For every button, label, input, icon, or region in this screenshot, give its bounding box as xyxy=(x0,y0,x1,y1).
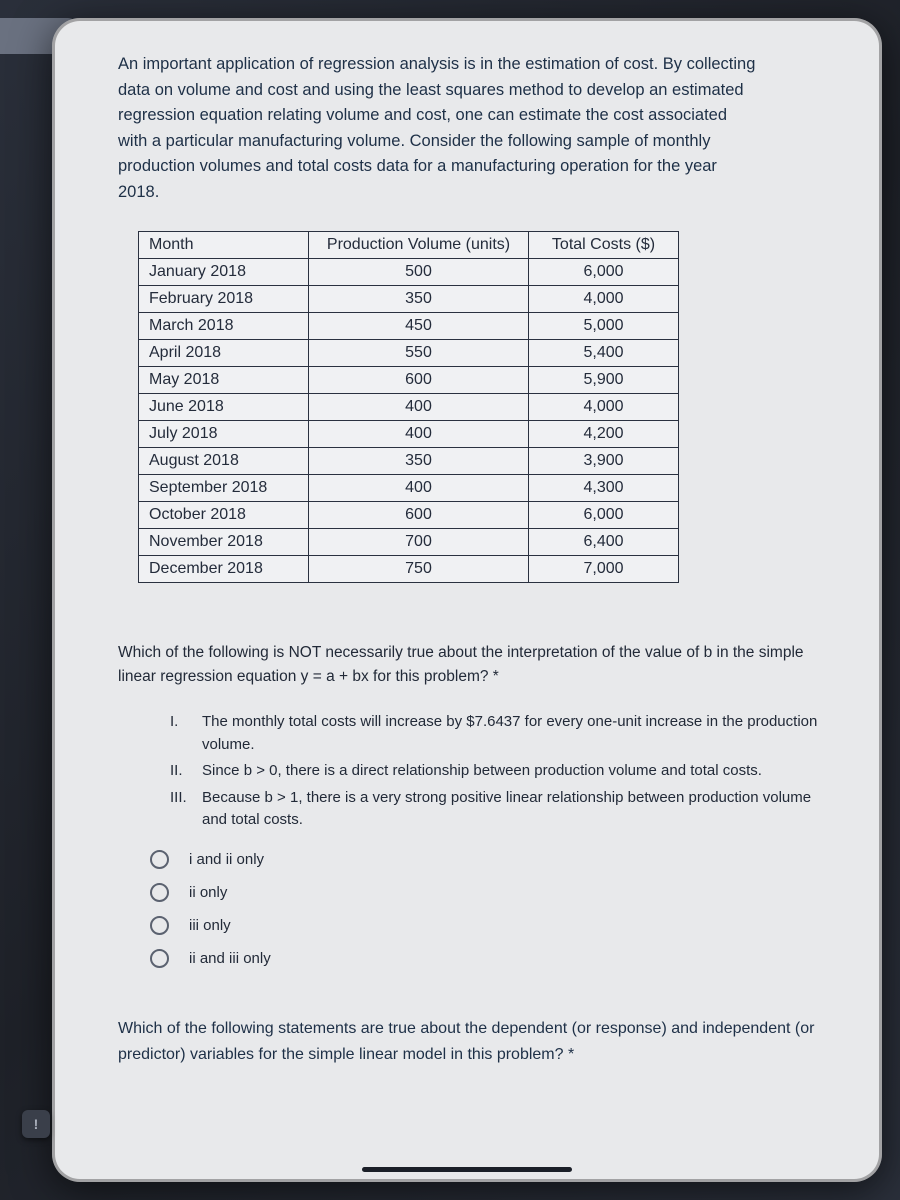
cell-production: 750 xyxy=(309,556,529,583)
cell-production: 400 xyxy=(309,421,529,448)
table-row: December 20187507,000 xyxy=(139,556,679,583)
cell-production: 550 xyxy=(309,340,529,367)
table-row: October 20186006,000 xyxy=(139,502,679,529)
cell-cost: 5,000 xyxy=(529,313,679,340)
table-row: April 20185505,400 xyxy=(139,340,679,367)
statement-text: The monthly total costs will increase by… xyxy=(202,711,818,756)
radio-icon[interactable] xyxy=(150,850,169,869)
cell-production: 400 xyxy=(309,394,529,421)
cell-cost: 5,400 xyxy=(529,340,679,367)
radio-icon[interactable] xyxy=(150,949,169,968)
statement-text: Since b > 0, there is a direct relations… xyxy=(202,760,762,783)
col-header-cost: Total Costs ($) xyxy=(529,232,679,259)
table-row: July 20184004,200 xyxy=(139,421,679,448)
statements-list: I.The monthly total costs will increase … xyxy=(118,711,818,832)
statement-item: I.The monthly total costs will increase … xyxy=(170,711,818,756)
cell-cost: 6,000 xyxy=(529,259,679,286)
cell-production: 450 xyxy=(309,313,529,340)
statement-number: III. xyxy=(170,787,202,832)
table-row: January 20185006,000 xyxy=(139,259,679,286)
cell-cost: 6,000 xyxy=(529,502,679,529)
document-page: An important application of regression a… xyxy=(52,18,882,1182)
cell-month: April 2018 xyxy=(139,340,309,367)
table-row: February 20183504,000 xyxy=(139,286,679,313)
option-label: ii and iii only xyxy=(189,950,271,967)
option-item[interactable]: ii only xyxy=(150,883,838,902)
option-label: i and ii only xyxy=(189,851,264,868)
table-row: September 20184004,300 xyxy=(139,475,679,502)
cell-month: November 2018 xyxy=(139,529,309,556)
question-2-text: Which of the following statements are tr… xyxy=(118,1016,818,1067)
cell-production: 500 xyxy=(309,259,529,286)
table-row: March 20184505,000 xyxy=(139,313,679,340)
question-1-text: Which of the following is NOT necessaril… xyxy=(118,641,818,689)
radio-icon[interactable] xyxy=(150,916,169,935)
col-header-month: Month xyxy=(139,232,309,259)
cell-production: 600 xyxy=(309,502,529,529)
cell-month: May 2018 xyxy=(139,367,309,394)
cell-month: October 2018 xyxy=(139,502,309,529)
col-header-production: Production Volume (units) xyxy=(309,232,529,259)
cell-cost: 5,900 xyxy=(529,367,679,394)
cell-month: July 2018 xyxy=(139,421,309,448)
radio-icon[interactable] xyxy=(150,883,169,902)
table-row: August 20183503,900 xyxy=(139,448,679,475)
cell-month: September 2018 xyxy=(139,475,309,502)
cell-cost: 4,000 xyxy=(529,394,679,421)
cell-month: August 2018 xyxy=(139,448,309,475)
intro-paragraph: An important application of regression a… xyxy=(118,52,758,205)
option-label: ii only xyxy=(189,884,227,901)
cell-month: January 2018 xyxy=(139,259,309,286)
table-row: June 20184004,000 xyxy=(139,394,679,421)
table-row: November 20187006,400 xyxy=(139,529,679,556)
side-action-button[interactable]: ! xyxy=(22,1110,50,1138)
cell-production: 400 xyxy=(309,475,529,502)
statement-number: I. xyxy=(170,711,202,756)
statement-item: III.Because b > 1, there is a very stron… xyxy=(170,787,818,832)
data-table: Month Production Volume (units) Total Co… xyxy=(138,231,679,583)
cell-month: June 2018 xyxy=(139,394,309,421)
option-item[interactable]: i and ii only xyxy=(150,850,838,869)
cell-cost: 3,900 xyxy=(529,448,679,475)
cell-month: December 2018 xyxy=(139,556,309,583)
cell-cost: 4,000 xyxy=(529,286,679,313)
options-group: i and ii only ii only iii only ii and iii o… xyxy=(118,850,838,968)
cell-month: February 2018 xyxy=(139,286,309,313)
table-row: May 20186005,900 xyxy=(139,367,679,394)
cell-production: 350 xyxy=(309,286,529,313)
option-item[interactable]: ii and iii only xyxy=(150,949,838,968)
statement-item: II.Since b > 0, there is a direct relati… xyxy=(170,760,818,783)
home-indicator[interactable] xyxy=(362,1167,572,1172)
cell-month: March 2018 xyxy=(139,313,309,340)
option-label: iii only xyxy=(189,917,231,934)
cell-production: 600 xyxy=(309,367,529,394)
cell-production: 350 xyxy=(309,448,529,475)
exclamation-icon: ! xyxy=(34,1116,39,1132)
statement-number: II. xyxy=(170,760,202,783)
cell-cost: 4,200 xyxy=(529,421,679,448)
cell-production: 700 xyxy=(309,529,529,556)
option-item[interactable]: iii only xyxy=(150,916,838,935)
cell-cost: 4,300 xyxy=(529,475,679,502)
table-header-row: Month Production Volume (units) Total Co… xyxy=(139,232,679,259)
cell-cost: 6,400 xyxy=(529,529,679,556)
statement-text: Because b > 1, there is a very strong po… xyxy=(202,787,818,832)
cell-cost: 7,000 xyxy=(529,556,679,583)
